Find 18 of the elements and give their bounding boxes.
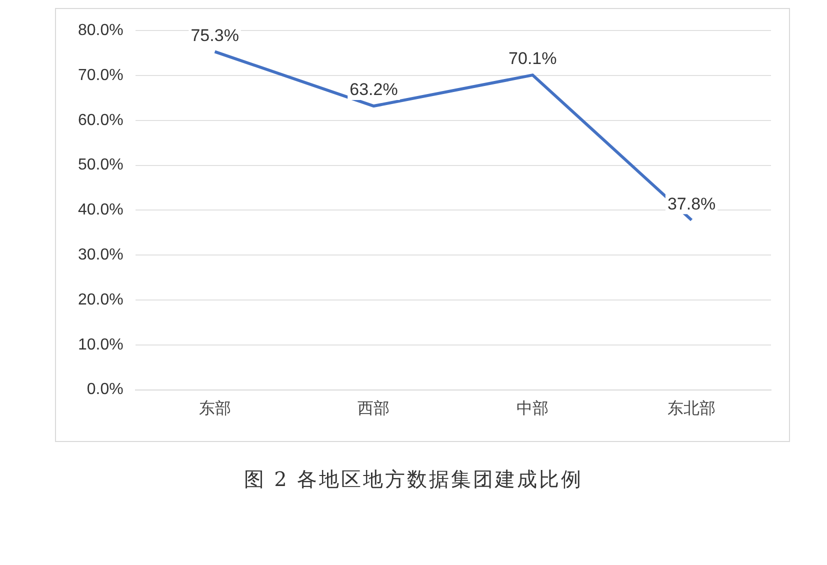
- x-tick-label: 东北部: [668, 398, 716, 418]
- y-tick-label: 60.0%: [78, 112, 124, 129]
- y-tick-label: 70.0%: [78, 66, 124, 84]
- y-tick-label: 0.0%: [86, 381, 124, 398]
- data-label: 75.3%: [190, 26, 239, 45]
- y-tick-label: 10.0%: [78, 336, 124, 354]
- text: 图 2 各地区地方数据集团建成比例: [242, 466, 584, 493]
- x-tick-label: 东部: [198, 398, 231, 418]
- y-tick-label: 30.0%: [78, 246, 124, 264]
- y-tick-label: 80.0%: [78, 22, 124, 40]
- data-label: 70.1%: [508, 49, 557, 68]
- data-label: 63.2%: [350, 80, 398, 100]
- data-label: 37.8%: [667, 194, 716, 214]
- x-tick-label: 西部: [358, 398, 390, 418]
- y-tick-label: 40.0%: [78, 202, 124, 219]
- y-tick-label: 20.0%: [78, 291, 124, 308]
- x-tick-label: 中部: [516, 398, 549, 418]
- y-tick-label: 50.0%: [78, 156, 124, 174]
